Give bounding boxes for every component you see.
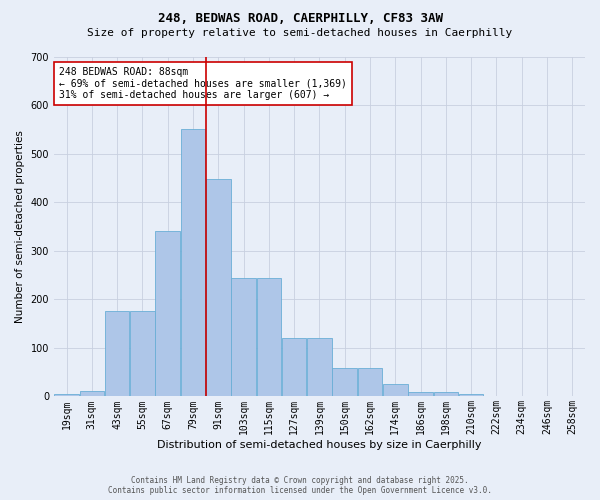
Bar (181, 130, 205, 396)
Bar (459, 394, 484, 396)
Bar (409, 392, 433, 396)
Bar (282, 338, 307, 396)
X-axis label: Distribution of semi-detached houses by size in Caerphilly: Distribution of semi-detached houses by … (157, 440, 482, 450)
Text: 248, BEDWAS ROAD, CAERPHILLY, CF83 3AW: 248, BEDWAS ROAD, CAERPHILLY, CF83 3AW (157, 12, 443, 26)
Text: Size of property relative to semi-detached houses in Caerphilly: Size of property relative to semi-detach… (88, 28, 512, 38)
Bar (130, 312, 155, 396)
Bar (383, 384, 407, 396)
Bar (358, 368, 382, 396)
Bar (105, 312, 130, 396)
Bar (54, 394, 79, 396)
Bar (434, 392, 458, 396)
Bar (80, 390, 104, 396)
Y-axis label: Number of semi-detached properties: Number of semi-detached properties (15, 130, 25, 323)
Bar (307, 338, 332, 396)
Text: 248 BEDWAS ROAD: 88sqm
← 69% of semi-detached houses are smaller (1,369)
31% of : 248 BEDWAS ROAD: 88sqm ← 69% of semi-det… (59, 66, 347, 100)
Text: Contains HM Land Registry data © Crown copyright and database right 2025.
Contai: Contains HM Land Registry data © Crown c… (108, 476, 492, 495)
Bar (206, 179, 230, 396)
Bar (155, 232, 180, 396)
Bar (257, 278, 281, 396)
Bar (332, 368, 357, 396)
Bar (232, 278, 256, 396)
